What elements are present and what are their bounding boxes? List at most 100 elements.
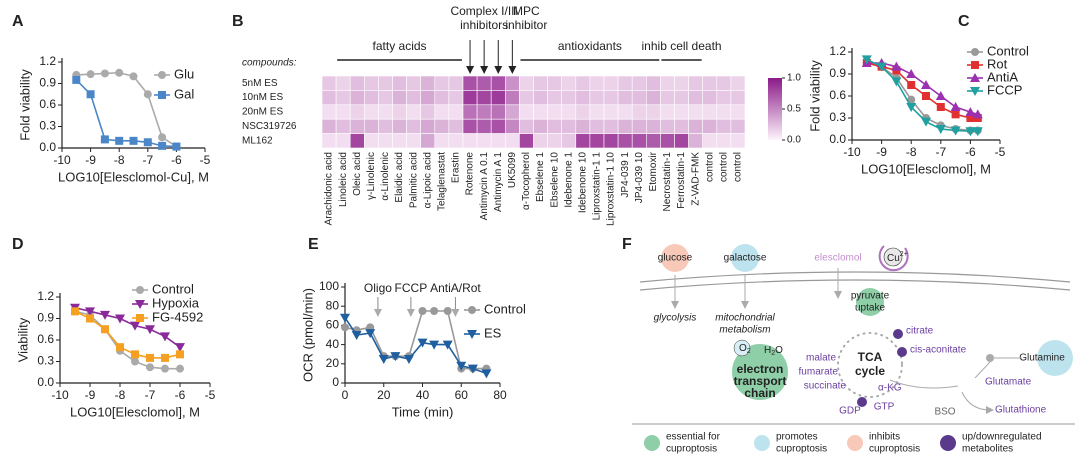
legend-marker (468, 306, 476, 314)
cell (420, 75, 436, 91)
cell (448, 118, 464, 134)
column-label: Palmitic acid (408, 152, 419, 208)
colorbar-label: 1.0 (787, 73, 801, 84)
cell (674, 104, 689, 120)
point (965, 107, 976, 117)
cell (519, 133, 534, 149)
point (100, 135, 109, 144)
legend-label: FCCP (987, 82, 1022, 97)
legend-marker (970, 87, 980, 96)
group-label: MPC (513, 4, 540, 18)
cell (406, 133, 422, 149)
cell (321, 118, 337, 134)
x-tick-label: -10 (53, 153, 71, 167)
y-axis-label: OCR (pmol/min) (300, 288, 315, 382)
x-tick-label: -10 (843, 145, 861, 159)
row-label: ML162 (242, 135, 273, 146)
x-tick-label: 40 (416, 388, 430, 402)
cell (617, 90, 633, 106)
cell (617, 104, 633, 120)
row-label: NSC319726 (242, 121, 297, 132)
panel-label: E (308, 236, 319, 253)
legend-marker (136, 314, 144, 322)
panel-label: A (12, 13, 24, 30)
cell (547, 118, 562, 134)
point (131, 350, 139, 359)
cell (688, 75, 703, 91)
cell (406, 104, 422, 120)
colorbar-label: 0.5 (787, 104, 801, 115)
cell (603, 75, 619, 91)
cell (349, 104, 365, 120)
cell (730, 133, 746, 149)
cell (561, 90, 577, 106)
y-tick-label: 0.0 (39, 140, 56, 154)
x-tick-label: -9 (85, 153, 96, 167)
label: H (764, 345, 771, 356)
y-tick-label: 100 (319, 279, 339, 293)
cell (448, 75, 464, 91)
cell (490, 104, 506, 120)
diagram-f: F glucose galactose elesclomol Cu2+ glyc… (622, 236, 1075, 455)
label: cis-aconitate (910, 345, 967, 356)
x-tick-label: -5 (205, 388, 216, 402)
point (390, 352, 401, 362)
x-tick-label: 20 (377, 388, 391, 402)
column-label: Idebenone 1 (563, 152, 574, 208)
point (130, 321, 140, 331)
cell (547, 75, 562, 91)
label: Glutamine (1019, 353, 1065, 364)
cell (462, 118, 478, 134)
point (172, 142, 181, 151)
label: glycolysis (654, 313, 697, 324)
cell (406, 75, 422, 91)
cell (533, 118, 548, 134)
point (351, 331, 362, 340)
cell (702, 133, 718, 149)
cell (589, 75, 605, 91)
cell (589, 104, 605, 120)
arrow (961, 391, 994, 414)
point (907, 81, 916, 89)
y-tick-label: 1.2 (37, 289, 54, 303)
point (921, 117, 931, 127)
membrane (639, 271, 1071, 283)
cell (688, 90, 703, 106)
column-label: Linoleic acid (338, 152, 349, 207)
cell (378, 104, 393, 120)
y-axis-label: Fold viability (807, 60, 822, 132)
cell (519, 118, 534, 134)
legend-label: cuproptosis (869, 444, 920, 455)
cell (730, 118, 746, 134)
cell (617, 133, 633, 149)
point (143, 90, 152, 99)
column-label: Antimycin A 0.1 (479, 152, 490, 221)
cell (321, 90, 337, 106)
essential-node (856, 288, 884, 316)
y-tick-label: 0.3 (829, 110, 846, 124)
legend-swatch (754, 435, 770, 451)
cell (603, 90, 619, 106)
y-tick-label: 0.6 (829, 88, 846, 102)
cell (561, 118, 577, 134)
legend-marker (467, 330, 477, 339)
y-tick-label: 0.0 (37, 375, 54, 389)
cell (504, 75, 520, 91)
point (442, 340, 453, 350)
point (907, 95, 916, 104)
x-tick-label: 60 (455, 388, 469, 402)
point (85, 307, 95, 317)
cell (631, 75, 647, 91)
legend-label: cuproptosis (776, 444, 827, 455)
cell (476, 104, 492, 120)
cell (406, 118, 422, 134)
x-tick-label: -10 (51, 388, 69, 402)
cell (660, 75, 675, 91)
column-label: control (733, 152, 744, 182)
point (935, 125, 946, 134)
y-tick-label: 80 (326, 298, 340, 312)
legend-swatch (644, 435, 660, 451)
column-label: Ferrostatin-1 (676, 152, 687, 209)
column-label: Ebselene 1 (535, 152, 546, 202)
cell (547, 133, 562, 149)
